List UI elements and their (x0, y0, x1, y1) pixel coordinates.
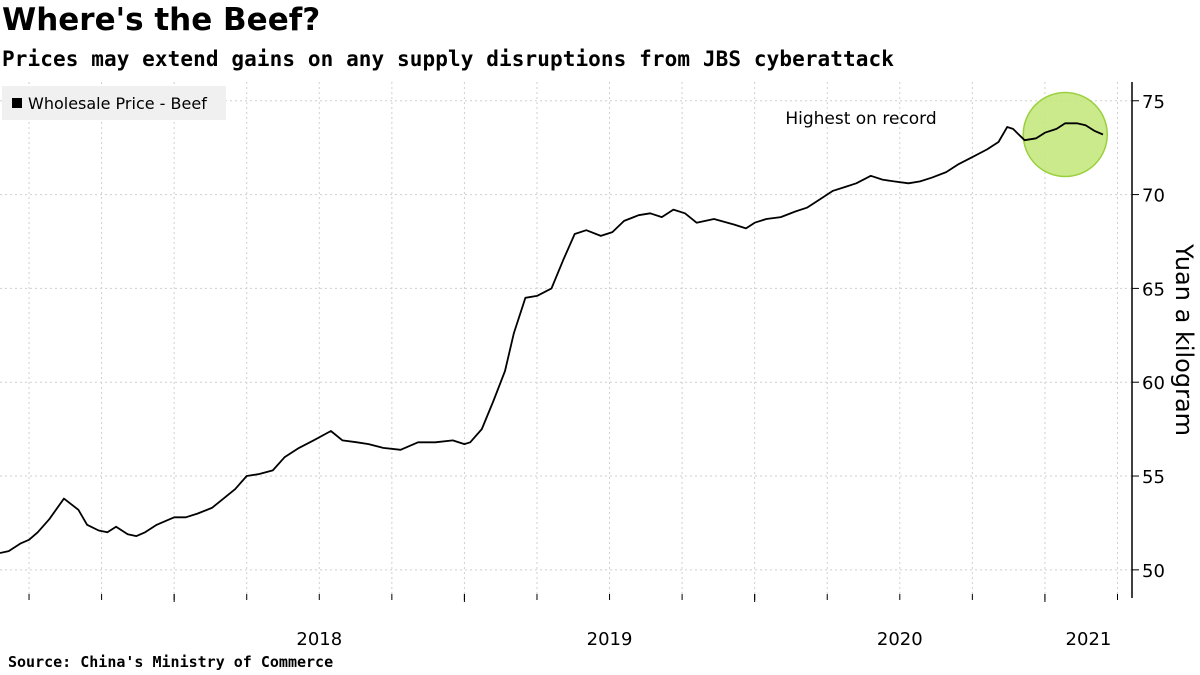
chart-title: Where's the Beef? (2, 2, 321, 38)
axis-layer: 50 55 60 65 70 75 2018 2019 2020 2021 (28, 82, 1165, 650)
highlight-layer (1022, 91, 1108, 178)
x-tick-label: 2021 (1066, 629, 1112, 650)
chart-subtitle: Prices may extend gains on any supply di… (2, 47, 895, 71)
annotation-label: Highest on record (785, 109, 936, 129)
source-note: Source: China's Ministry of Commerce (8, 653, 334, 671)
y-axis-label: Yuan a kilogram (1170, 243, 1198, 436)
legend-swatch (12, 98, 22, 108)
y-tick-label: 70 (1142, 186, 1165, 207)
x-tick-label: 2018 (296, 629, 342, 650)
legend-label: Wholesale Price - Beef (28, 93, 207, 113)
x-tick-label: 2019 (587, 629, 633, 650)
record-high-highlight (1022, 91, 1108, 178)
series-layer (0, 122, 1104, 554)
y-tick-label: 55 (1142, 467, 1165, 488)
y-tick-label: 60 (1142, 373, 1165, 394)
series-line-wholesale-price-beef (0, 122, 1104, 554)
y-tick-label: 50 (1142, 561, 1165, 582)
y-tick-label: 75 (1142, 92, 1165, 113)
grid-layer (0, 82, 1132, 598)
legend: Wholesale Price - Beef (2, 86, 226, 120)
x-tick-label: 2020 (877, 629, 923, 650)
y-tick-label: 65 (1142, 279, 1165, 300)
